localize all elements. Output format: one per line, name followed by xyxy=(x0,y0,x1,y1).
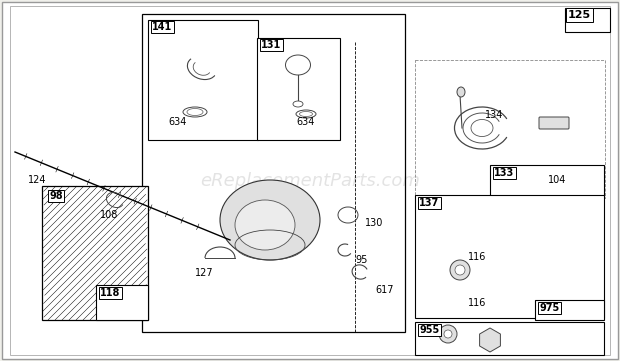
Text: 125: 125 xyxy=(568,10,591,20)
FancyBboxPatch shape xyxy=(539,117,569,129)
Bar xyxy=(415,195,604,318)
Circle shape xyxy=(450,260,470,280)
Text: 617: 617 xyxy=(375,285,394,295)
Ellipse shape xyxy=(220,180,320,260)
Text: 108: 108 xyxy=(100,210,118,220)
Circle shape xyxy=(439,325,457,343)
Bar xyxy=(415,60,605,198)
Text: 955: 955 xyxy=(419,325,439,335)
Text: 116: 116 xyxy=(468,298,486,308)
Bar xyxy=(565,8,610,32)
Text: 118: 118 xyxy=(100,288,120,298)
Circle shape xyxy=(444,330,452,338)
Text: 634: 634 xyxy=(297,117,315,127)
Text: 131: 131 xyxy=(261,40,281,50)
Bar xyxy=(142,14,405,332)
Text: 634: 634 xyxy=(169,117,187,127)
Text: 124: 124 xyxy=(28,175,46,185)
Text: 127: 127 xyxy=(195,268,214,278)
Text: 133: 133 xyxy=(494,168,514,178)
Bar xyxy=(96,285,148,320)
Bar xyxy=(257,38,340,140)
Text: 141: 141 xyxy=(152,22,172,32)
Ellipse shape xyxy=(457,87,465,97)
Polygon shape xyxy=(480,328,500,352)
Bar xyxy=(415,322,604,355)
Text: 116: 116 xyxy=(468,252,486,262)
Text: 104: 104 xyxy=(548,175,567,185)
Text: 95: 95 xyxy=(355,255,368,265)
Bar xyxy=(490,165,604,198)
Circle shape xyxy=(455,265,465,275)
Text: 975: 975 xyxy=(539,303,559,313)
Text: eReplacementParts.com: eReplacementParts.com xyxy=(200,171,420,190)
Text: 137: 137 xyxy=(419,198,439,208)
Bar xyxy=(42,186,148,320)
Ellipse shape xyxy=(235,200,295,250)
Bar xyxy=(535,300,604,320)
Bar xyxy=(148,20,258,140)
Text: 130: 130 xyxy=(365,218,383,228)
Text: 98: 98 xyxy=(49,191,63,201)
Text: 134: 134 xyxy=(485,110,503,120)
